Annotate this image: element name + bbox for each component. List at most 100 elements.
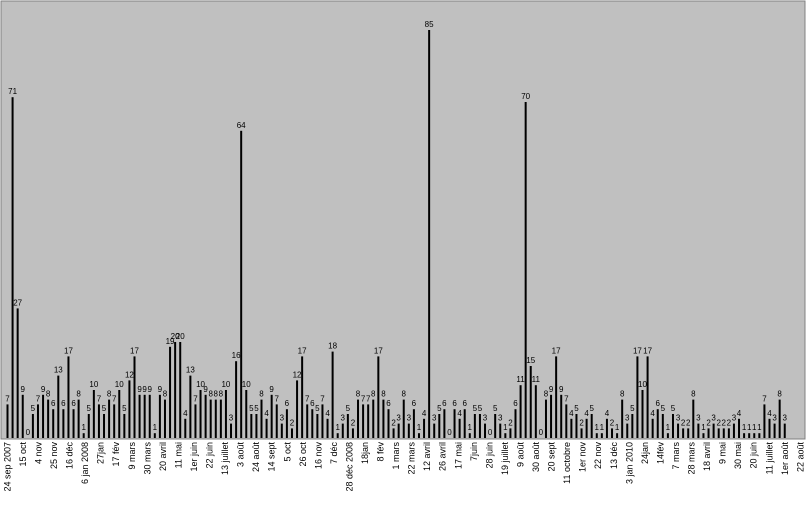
bar <box>504 433 507 438</box>
bar-value-label: 5 <box>493 404 498 413</box>
bar-value-label: 9 <box>21 385 26 394</box>
bar <box>118 390 121 438</box>
bar <box>509 428 512 438</box>
x-tick-label: 22 août <box>795 442 805 473</box>
bar <box>499 423 502 438</box>
bar-value-label: 0 <box>26 428 31 437</box>
bar <box>641 390 644 438</box>
bar <box>651 418 654 438</box>
bar-value-label: 6 <box>310 399 315 408</box>
bar-value-label: 7 <box>97 394 102 403</box>
bar <box>682 428 685 438</box>
bar <box>82 433 85 438</box>
bar <box>179 342 182 438</box>
bar-value-label: 5 <box>630 404 635 413</box>
bar <box>438 414 441 438</box>
bar-value-label: 7 <box>366 394 371 403</box>
plot-area <box>0 0 806 440</box>
bar-value-label: 10 <box>89 380 98 389</box>
bar-value-label: 3 <box>229 414 234 423</box>
bar-value-label: 1 <box>503 423 508 432</box>
bar-value-label: 8 <box>107 390 112 399</box>
bar <box>473 414 476 438</box>
x-tick-label: 1er août <box>780 442 790 476</box>
bar-value-label: 2 <box>579 418 584 427</box>
bar <box>311 409 314 438</box>
bar-value-label: 2 <box>290 418 295 427</box>
bar-value-label: 4 <box>264 409 269 418</box>
bar <box>626 423 629 438</box>
bar <box>224 390 227 438</box>
bar <box>702 433 705 438</box>
bar-value-label: 6 <box>386 399 391 408</box>
bar <box>722 428 725 438</box>
bar <box>138 394 141 438</box>
bar-value-label: 1 <box>666 423 671 432</box>
bar-value-label: 3 <box>396 414 401 423</box>
x-tick-label: 13 déc <box>609 442 619 470</box>
bar-value-label: 71 <box>8 87 17 96</box>
bar-value-label: 1 <box>752 423 757 432</box>
bar <box>646 356 649 438</box>
bar <box>128 380 131 438</box>
bar <box>687 428 690 438</box>
x-tick-label: 15 oct <box>18 442 28 467</box>
bar <box>189 375 192 438</box>
bar-value-label: 13 <box>54 366 63 375</box>
tick-labels-layer: 24 sep 2007 15 oct 4 nov 25 nov 16 déc 6 jan … <box>2 442 805 492</box>
bar-value-label: 4 <box>325 409 330 418</box>
bar <box>77 399 80 438</box>
x-tick-label: 5 oct <box>282 442 292 462</box>
bar <box>748 433 751 438</box>
bar <box>544 399 547 438</box>
bar <box>616 433 619 438</box>
bar <box>280 423 283 438</box>
bar <box>204 394 207 438</box>
bar <box>163 399 166 438</box>
x-tick-label: 22 nov <box>593 442 603 470</box>
bar <box>290 428 293 438</box>
bar-value-label: 5 <box>122 404 127 413</box>
bar <box>712 423 715 438</box>
bar <box>768 418 771 438</box>
bar-value-label: 7 <box>564 394 569 403</box>
bar <box>214 399 217 438</box>
bar <box>621 399 624 438</box>
bar <box>184 418 187 438</box>
bar <box>174 342 177 438</box>
bar-value-label: 2 <box>706 418 711 427</box>
bar <box>636 356 639 438</box>
bar <box>169 346 172 438</box>
bar <box>758 433 761 438</box>
bar-value-label: 0 <box>447 428 452 437</box>
bar <box>331 351 334 438</box>
bar <box>42 394 45 438</box>
bar-value-label: 2 <box>351 418 356 427</box>
bar <box>108 399 111 438</box>
bar <box>407 423 410 438</box>
bar-value-label: 8 <box>76 390 81 399</box>
bar-value-label: 11 <box>516 375 525 384</box>
bar-value-label: 6 <box>452 399 457 408</box>
bar <box>387 409 390 438</box>
bar <box>357 399 360 438</box>
x-tick-label: 24 août <box>251 442 261 473</box>
bar <box>550 394 553 438</box>
bar <box>270 394 273 438</box>
bar-value-label: 6 <box>462 399 467 408</box>
bar <box>6 404 9 438</box>
bar-value-label: 9 <box>41 385 46 394</box>
bar-value-label: 4 <box>605 409 610 418</box>
x-tick-label: 18jan <box>360 442 370 464</box>
bars-layer <box>6 30 786 439</box>
bar <box>524 102 527 438</box>
x-tick-label: 13 juillet <box>220 442 230 476</box>
bar-value-label: 6 <box>513 399 518 408</box>
bar <box>326 418 329 438</box>
bar <box>529 366 532 438</box>
bar-value-label: 9 <box>142 385 147 394</box>
bar <box>560 394 563 438</box>
bar-value-label: 10 <box>221 380 230 389</box>
bar-value-label: 3 <box>711 414 716 423</box>
